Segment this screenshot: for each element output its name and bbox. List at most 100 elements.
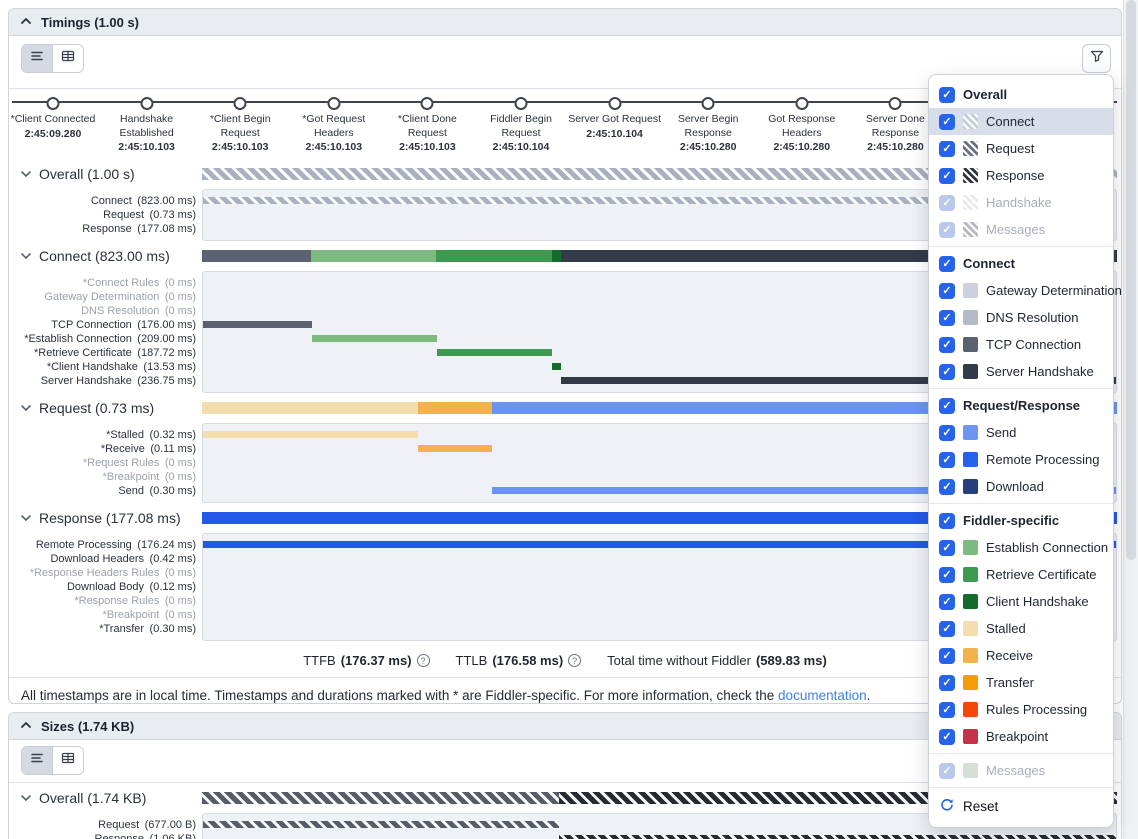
chevron-down-icon[interactable] [20,166,32,182]
checkbox-checked[interactable]: ✓ [939,113,955,130]
filter-option-messages[interactable]: ✓ Messages [929,757,1113,784]
reset-refresh-icon [940,798,954,815]
checkbox-checked[interactable]: ✓ [939,539,955,556]
checkbox-checked[interactable]: ✓ [939,140,955,157]
filter-option-connect[interactable]: ✓ Connect [929,108,1113,135]
filter-option-messages[interactable]: ✓ Messages [929,216,1113,243]
group-header-title-area: Connect (823.00 ms) [9,248,202,264]
filter-option-download[interactable]: ✓ Download [929,473,1113,500]
filter-option-client-handshake[interactable]: ✓ Client Handshake [929,588,1113,615]
filter-option-transfer[interactable]: ✓ Transfer [929,669,1113,696]
filter-option-stalled[interactable]: ✓ Stalled [929,615,1113,642]
documentation-link[interactable]: documentation [778,688,867,703]
chart-view-button[interactable] [22,45,52,72]
reset-button[interactable]: Reset [929,791,1113,821]
checkbox-checked[interactable]: ✓ [939,451,955,468]
checkbox-checked[interactable]: ✓ [939,282,955,299]
color-swatch [963,702,978,717]
bar-segment [310,250,437,262]
timing-row-server-handshake: Server Handshake (236.75 ms) [41,374,1116,388]
color-swatch [963,729,978,744]
milestone-name: Server Got Request [568,113,661,125]
checkbox-checked[interactable]: ✓ [939,593,955,610]
filter-option-dns-resolution[interactable]: ✓ DNS Resolution [929,304,1113,331]
checkbox-checked[interactable]: ✓ [939,397,955,414]
color-swatch [963,675,978,690]
chart-view-button[interactable] [22,747,52,774]
filter-option-server-handshake[interactable]: ✓ Server Handshake [929,358,1113,385]
checkbox-checked[interactable]: ✓ [939,424,955,441]
row-bar [203,349,1116,356]
milestone-time: 2:45:10.103 [399,141,456,154]
checkbox-checked[interactable]: ✓ [939,762,955,779]
filter-option-retrieve-certificate[interactable]: ✓ Retrieve Certificate [929,561,1113,588]
filter-option-remote-processing[interactable]: ✓ Remote Processing [929,446,1113,473]
filter-option-request[interactable]: ✓ Request [929,135,1113,162]
group-title: Overall (1.74 KB) [39,790,147,806]
timing-group-header-response-177-08-ms[interactable]: Response (177.08 ms) [9,509,1121,527]
timing-group-header-overall-1-00-s[interactable]: Overall (1.00 s) [9,165,1121,183]
filter-option-fiddler-specific[interactable]: ✓ Fiddler-specific [929,507,1113,534]
checkbox-checked[interactable]: ✓ [939,86,955,103]
timing-row-breakpoint: *Breakpoint (0 ms) [102,470,1116,484]
filter-option-breakpoint[interactable]: ✓ Breakpoint [929,723,1113,750]
filter-option-label: Gateway Determination [986,283,1122,298]
sizes-toolbar [9,740,1121,783]
filter-option-establish-connection[interactable]: ✓ Establish Connection [929,534,1113,561]
filter-option-connect[interactable]: ✓ Connect [929,250,1113,277]
checkbox-checked[interactable]: ✓ [939,674,955,691]
checkbox-checked[interactable]: ✓ [939,194,955,211]
collapse-chevron-up-icon[interactable] [20,13,32,31]
filter-button[interactable] [1082,44,1111,73]
color-swatch [963,168,978,183]
filter-option-handshake[interactable]: ✓ Handshake [929,189,1113,216]
row-label: Response (1.06 KB) [94,833,197,839]
chevron-down-icon[interactable] [20,248,32,264]
filter-option-label: Download [986,479,1044,494]
checkbox-checked[interactable]: ✓ [939,363,955,380]
filter-option-gateway-determination[interactable]: ✓ Gateway Determination [929,277,1122,304]
checkbox-checked[interactable]: ✓ [939,701,955,718]
checkbox-checked[interactable]: ✓ [939,255,955,272]
checkbox-checked[interactable]: ✓ [939,167,955,184]
checkbox-checked[interactable]: ✓ [939,647,955,664]
checkbox-checked[interactable]: ✓ [939,566,955,583]
chevron-down-icon[interactable] [20,510,32,526]
chevron-down-icon[interactable] [20,790,32,806]
vertical-scrollbar[interactable] [1123,0,1138,839]
filter-option-response[interactable]: ✓ Response [929,162,1113,189]
collapse-chevron-up-icon[interactable] [20,717,32,735]
filter-option-tcp-connection[interactable]: ✓ TCP Connection [929,331,1113,358]
checkbox-checked[interactable]: ✓ [939,620,955,637]
filter-option-rules-processing[interactable]: ✓ Rules Processing [929,696,1113,723]
checkbox-checked[interactable]: ✓ [939,512,955,529]
checkbox-checked[interactable]: ✓ [939,336,955,353]
sizes-title: Sizes (1.74 KB) [41,718,135,734]
table-view-icon [61,751,75,770]
row-label: Server Handshake (236.75 ms) [40,375,196,387]
filter-option-send[interactable]: ✓ Send [929,419,1113,446]
filter-option-overall[interactable]: ✓ Overall [929,81,1113,108]
timing-row-tcp-connection: TCP Connection (176.00 ms) [51,318,1116,332]
checkbox-checked[interactable]: ✓ [939,221,955,238]
timeline-node [327,97,341,110]
scrollbar-thumb[interactable] [1126,0,1136,560]
checkbox-checked[interactable]: ✓ [939,309,955,326]
filter-option-request-response[interactable]: ✓ Request/Response [929,392,1113,419]
timeline-milestone: Fiddler Begin Request 2:45:10.104 [474,113,568,155]
filter-option-receive[interactable]: ✓ Receive [929,642,1113,669]
row-label: TCP Connection (176.00 ms) [51,319,196,331]
table-view-button[interactable] [52,45,83,72]
table-view-button[interactable] [52,747,83,774]
filter-option-label: Rules Processing [986,702,1088,717]
timings-section-header[interactable]: Timings (1.00 s) [9,9,1121,36]
checkbox-checked[interactable]: ✓ [939,478,955,495]
checkbox-checked[interactable]: ✓ [939,728,955,745]
stat-label: Total time without Fiddler [607,652,751,668]
chevron-down-icon[interactable] [20,400,32,416]
list-view-icon [30,751,44,770]
help-icon[interactable]: ? [568,653,582,667]
stat-value: (176.37 ms) [340,652,412,668]
help-icon[interactable]: ? [416,653,430,667]
